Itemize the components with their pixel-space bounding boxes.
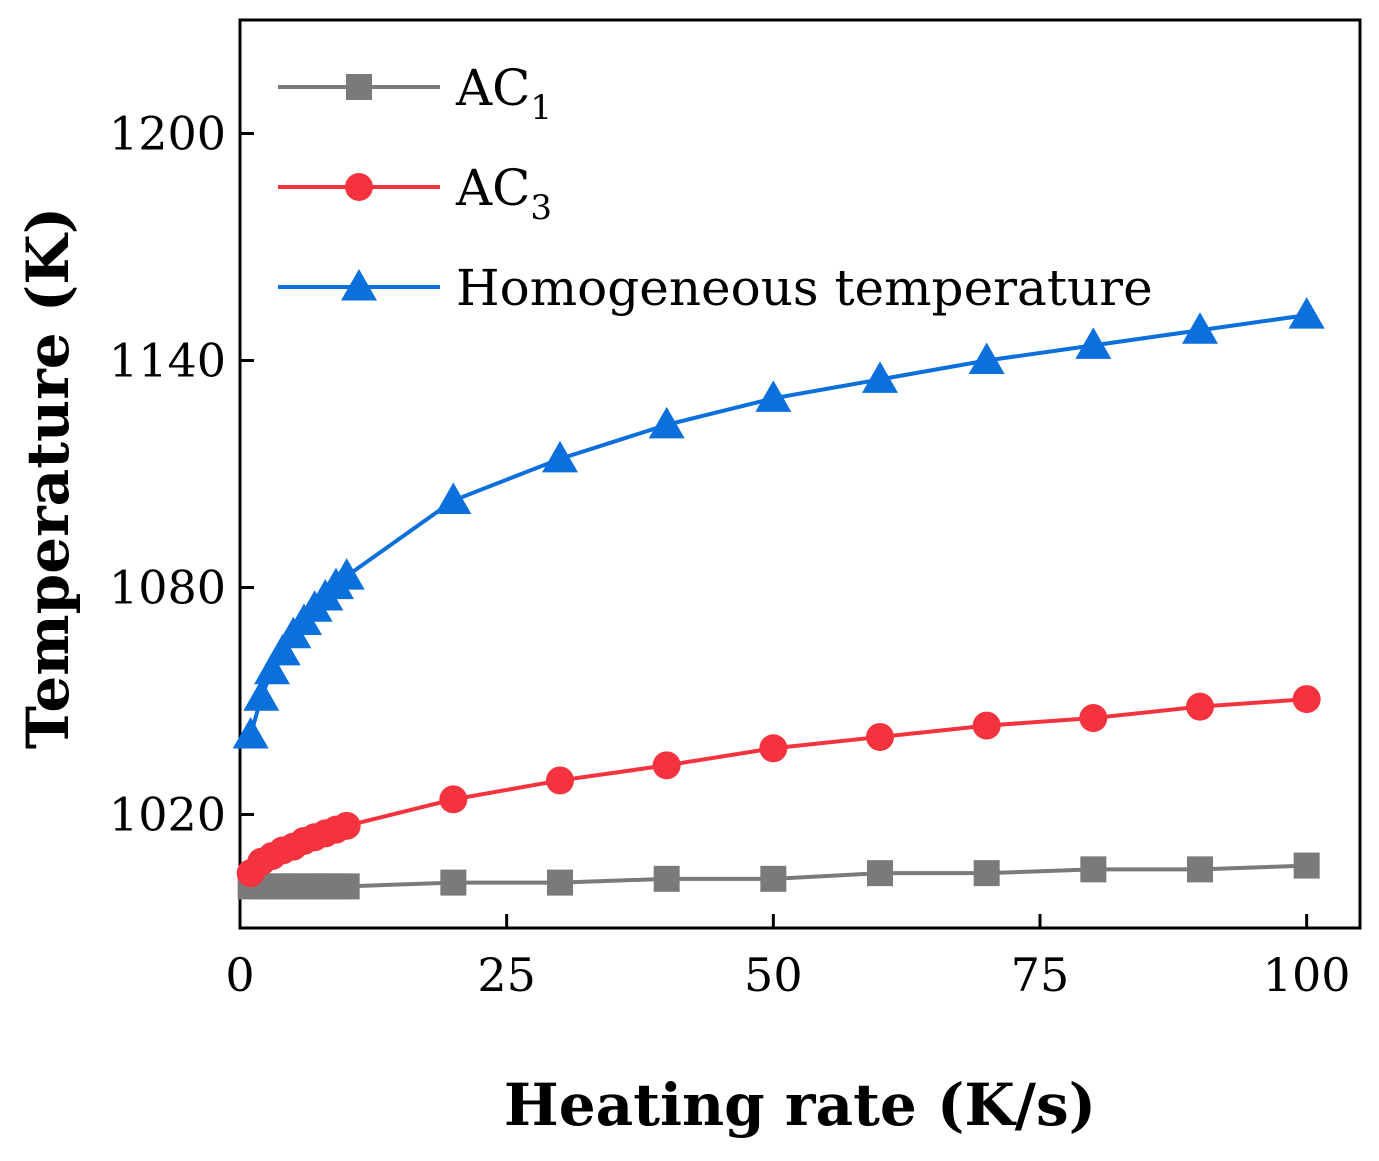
series-line-homogeneous-temperature <box>248 313 1307 736</box>
y-tick-label: 1200 <box>109 107 226 161</box>
legend-label-main: Homogeneous temperature <box>456 259 1153 317</box>
data-point-ac3 <box>866 722 894 751</box>
data-point-ac1 <box>1187 856 1213 883</box>
data-point-ac1 <box>333 873 360 900</box>
data-point-ac1 <box>547 869 573 896</box>
data-point-ac1 <box>867 860 893 887</box>
data-point-ac1 <box>1293 852 1320 879</box>
data-point-ac1 <box>760 865 787 892</box>
legend-label-main: AC <box>455 59 530 117</box>
legend-label-homogeneous-temperature: Homogeneous temperature <box>456 259 1153 317</box>
data-point-homogeneous-temperature <box>1075 327 1112 359</box>
legend-label-ac1: AC1 <box>455 59 552 128</box>
data-point-homogeneous-temperature <box>648 406 685 439</box>
x-tick-label: 50 <box>744 948 803 1002</box>
legend-marker-homogeneous-temperature <box>341 269 377 301</box>
x-tick-label: 75 <box>1011 948 1070 1002</box>
data-point-ac1 <box>653 865 680 892</box>
x-tick-label: 100 <box>1263 948 1351 1002</box>
legend-label-subscript: 1 <box>530 88 552 128</box>
data-point-homogeneous-temperature <box>243 679 280 711</box>
data-point-homogeneous-temperature <box>435 482 472 514</box>
data-point-ac3 <box>439 785 468 814</box>
legend-label-ac3: AC3 <box>455 159 552 228</box>
axis-ticks: 0 25 50 75 100 1020 1080 1140 1200 <box>109 107 1351 1003</box>
data-point-ac3 <box>546 766 574 795</box>
data-point-ac3 <box>332 811 361 840</box>
plot-frame <box>238 18 1362 930</box>
data-point-homogeneous-temperature <box>968 342 1005 374</box>
x-tick-label: 0 <box>225 948 254 1002</box>
data-point-homogeneous-temperature <box>232 717 269 749</box>
legend-marker-ac3 <box>345 173 373 201</box>
data-point-ac1 <box>973 860 1000 887</box>
data-point-homogeneous-temperature <box>328 558 365 590</box>
data-point-ac3 <box>652 751 681 780</box>
data-point-ac1 <box>1080 856 1107 883</box>
y-tick-label: 1080 <box>109 561 226 615</box>
data-point-ac3 <box>972 711 1001 740</box>
data-point-homogeneous-temperature <box>862 361 898 393</box>
series-markers <box>232 297 1325 900</box>
legend-label-main: AC <box>455 159 530 217</box>
data-point-ac3 <box>1079 704 1108 733</box>
data-point-ac3 <box>759 734 788 763</box>
data-point-ac1 <box>440 869 467 896</box>
data-point-homogeneous-temperature <box>264 633 301 666</box>
data-point-homogeneous-temperature <box>1288 297 1325 329</box>
x-tick-label: 25 <box>477 948 536 1002</box>
data-point-homogeneous-temperature <box>542 440 578 473</box>
data-point-homogeneous-temperature <box>755 380 792 412</box>
y-axis-title: Temperature (K) <box>14 207 82 749</box>
data-point-homogeneous-temperature <box>1182 312 1218 344</box>
plot-frame-group <box>238 18 1362 930</box>
y-tick-label: 1020 <box>109 788 226 842</box>
y-tick-label: 1140 <box>109 334 226 388</box>
legend-label-subscript: 3 <box>530 188 552 228</box>
data-point-ac3 <box>1292 685 1321 714</box>
x-axis-title: Heating rate (K/s) <box>504 1071 1096 1139</box>
legend-marker-ac1 <box>346 74 372 100</box>
data-point-homogeneous-temperature <box>254 652 290 685</box>
data-point-ac3 <box>1186 692 1214 721</box>
series-line-ac3 <box>249 697 1307 875</box>
